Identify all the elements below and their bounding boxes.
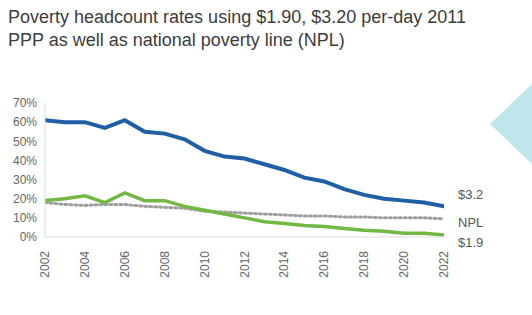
svg-text:60%: 60% (13, 115, 37, 129)
svg-text:40%: 40% (13, 154, 37, 168)
svg-text:2004: 2004 (78, 251, 92, 278)
svg-text:50%: 50% (13, 135, 37, 149)
svg-text:2020: 2020 (397, 251, 411, 278)
html-text:Poverty headcount rates using: Poverty headcount rates using $1.90, $3.… (8, 7, 466, 50)
svg-text:NPL: NPL (458, 215, 483, 230)
svg-text:$3.2: $3.2 (458, 187, 483, 202)
svg-text:2018: 2018 (357, 251, 371, 278)
svg-text:2012: 2012 (238, 251, 252, 278)
svg-text:0%: 0% (20, 230, 38, 244)
svg-text:$1.9: $1.9 (458, 235, 483, 250)
svg-text:2022: 2022 (437, 251, 451, 278)
svg-text:10%: 10% (13, 211, 37, 225)
svg-text:20%: 20% (13, 192, 37, 206)
svg-text:2016: 2016 (317, 251, 331, 278)
svg-text:70%: 70% (13, 96, 37, 110)
svg-text:2008: 2008 (158, 251, 172, 278)
svg-text:2014: 2014 (277, 251, 291, 278)
svg-text:2006: 2006 (118, 251, 132, 278)
svg-text:2002: 2002 (38, 251, 52, 278)
svg-text:2010: 2010 (198, 251, 212, 278)
svg-text:30%: 30% (13, 173, 37, 187)
